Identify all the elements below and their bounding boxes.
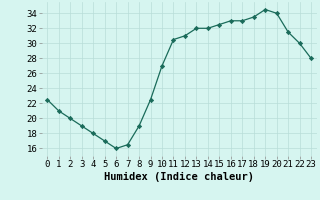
X-axis label: Humidex (Indice chaleur): Humidex (Indice chaleur)	[104, 172, 254, 182]
